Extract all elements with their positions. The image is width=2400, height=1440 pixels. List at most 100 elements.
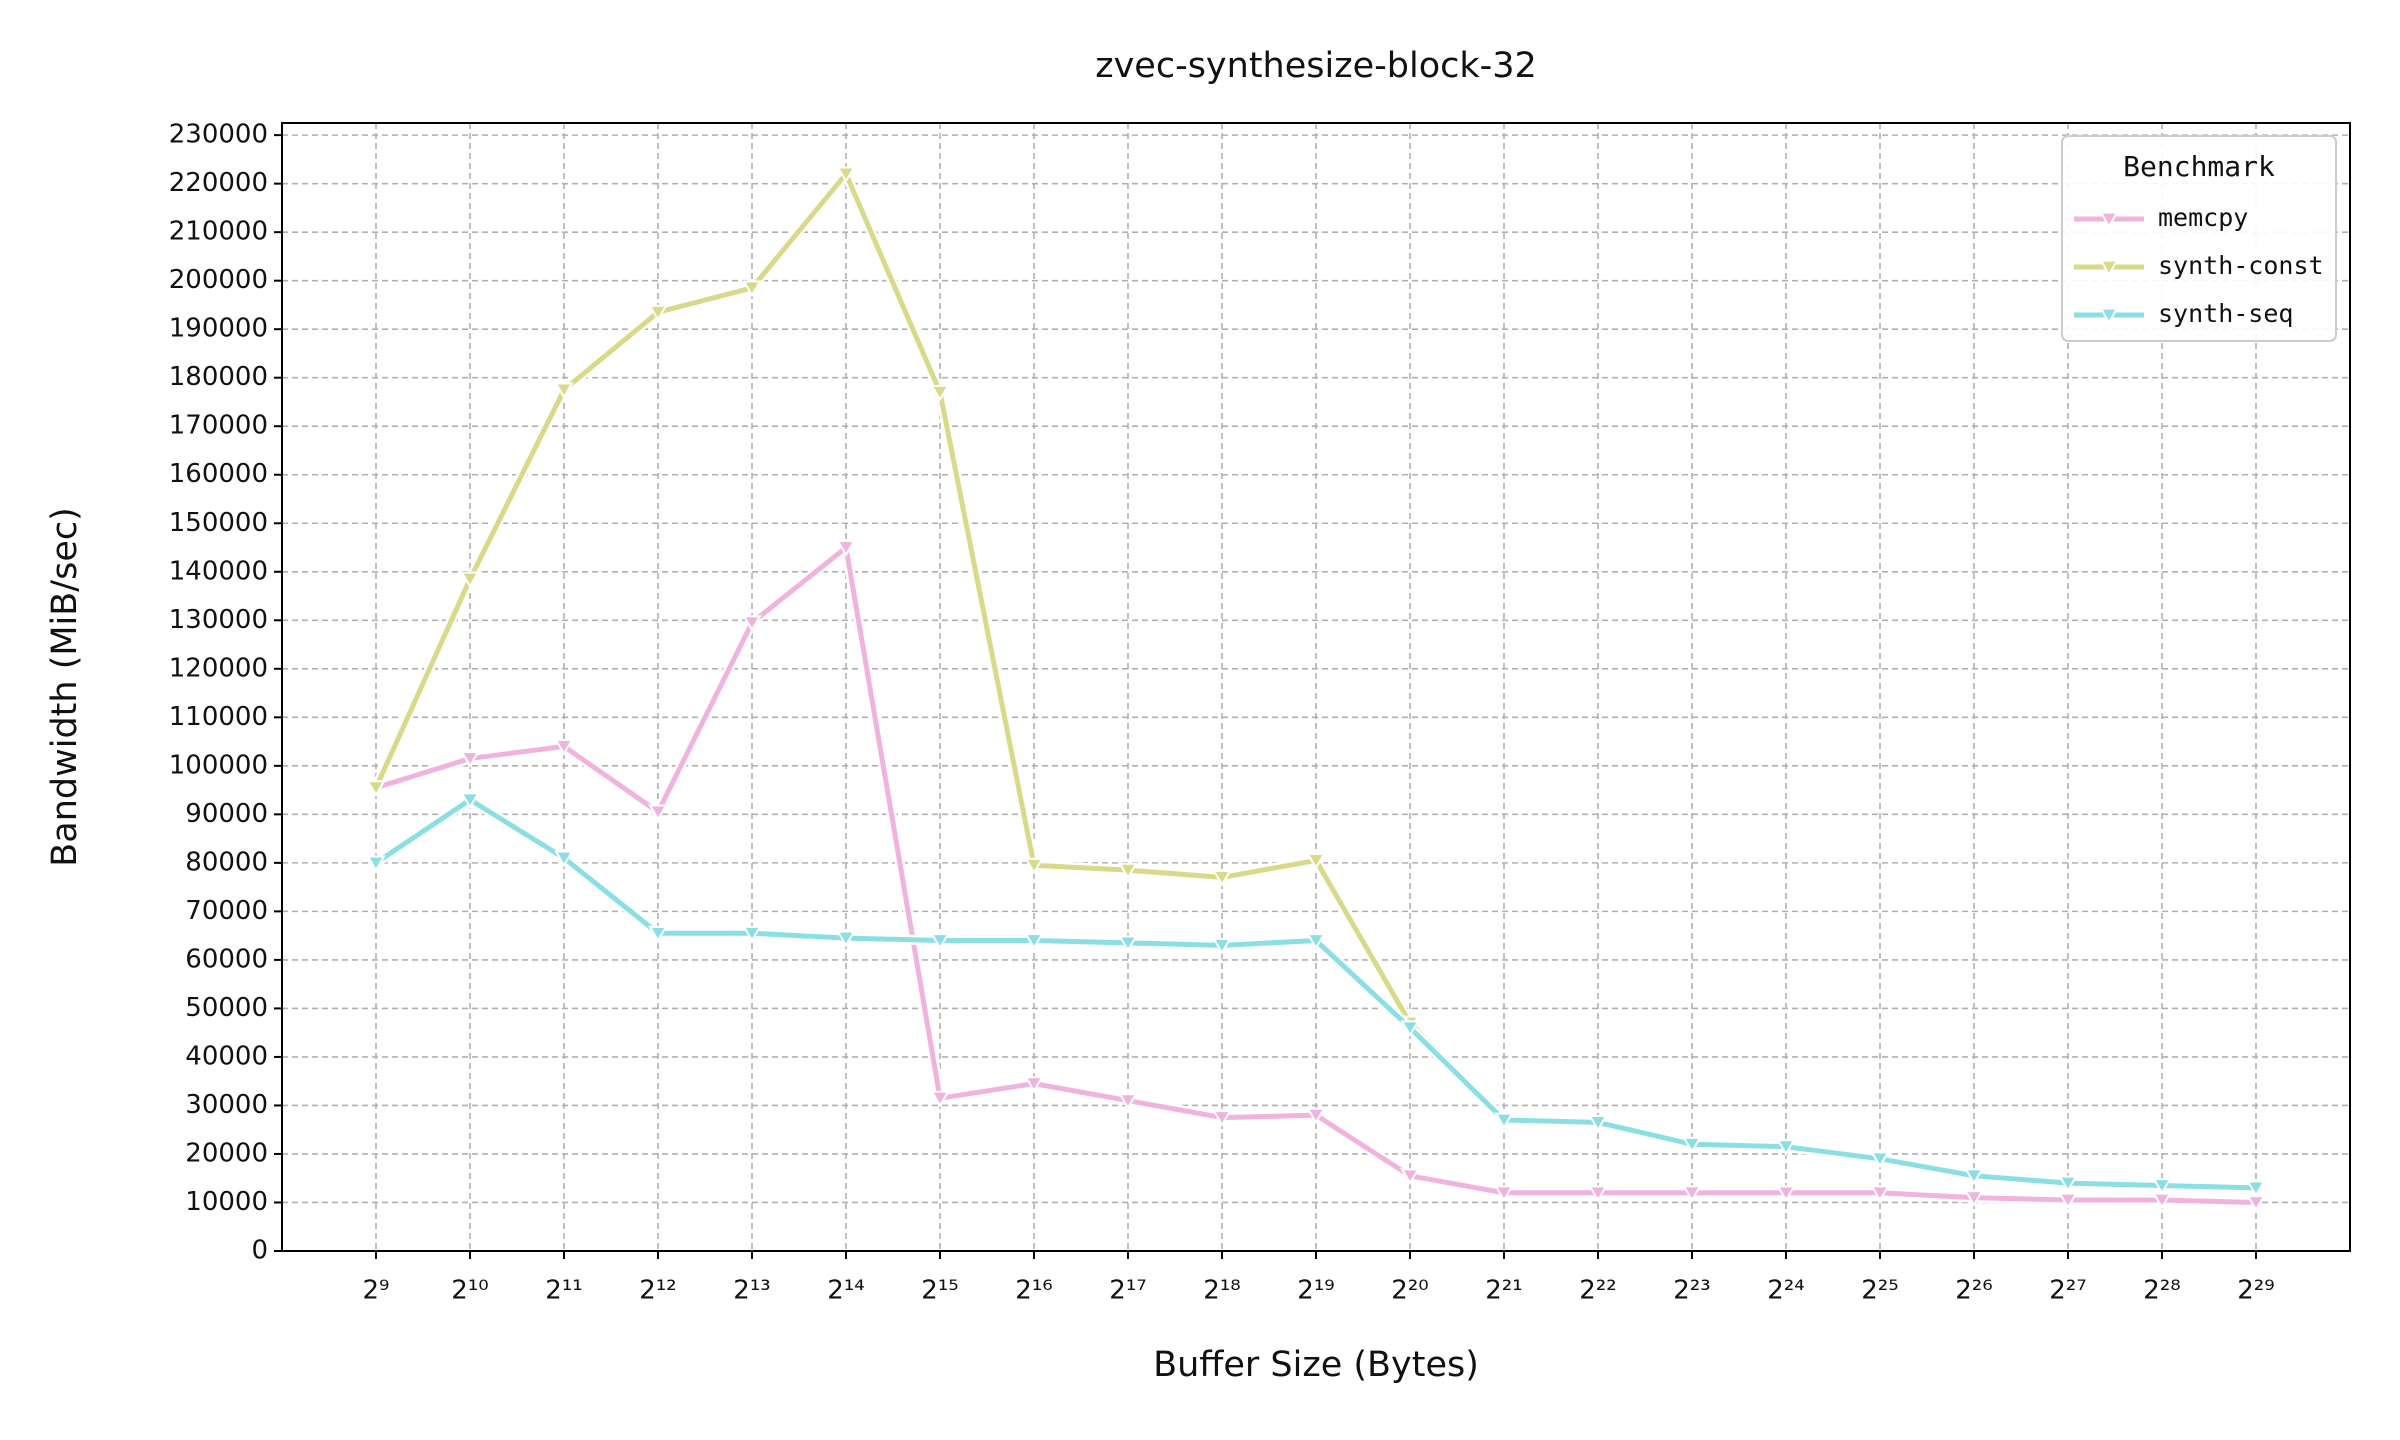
marker bbox=[1306, 933, 1326, 950]
legend-marker bbox=[2099, 211, 2119, 229]
marker bbox=[836, 166, 856, 184]
marker bbox=[930, 1090, 950, 1108]
x-tick-label: 2²⁹ bbox=[2237, 1276, 2274, 1306]
grid: 0 10000 20000 30000 40000 50000 60000 70000 8000… bbox=[169, 120, 2350, 1306]
marker bbox=[1682, 1136, 1702, 1154]
y-tick-label: 140000 bbox=[169, 556, 268, 586]
marker bbox=[742, 925, 762, 943]
marker bbox=[1588, 1185, 1608, 1202]
marker bbox=[1024, 857, 1044, 875]
marker bbox=[1118, 935, 1138, 953]
x-tick-label: 2²⁸ bbox=[2143, 1276, 2180, 1306]
plot-area bbox=[366, 166, 2266, 1212]
marker bbox=[2152, 1178, 2172, 1195]
x-tick-label: 2¹¹ bbox=[545, 1276, 582, 1306]
y-tick-label: 40000 bbox=[185, 1041, 268, 1071]
y-tick-label: 30000 bbox=[185, 1090, 268, 1120]
marker bbox=[2058, 1175, 2078, 1193]
y-tick-label: 10000 bbox=[185, 1187, 268, 1217]
x-tick-label: 2¹⁷ bbox=[1109, 1276, 1146, 1306]
x-tick-label: 2¹⁵ bbox=[921, 1276, 958, 1306]
legend-box bbox=[2061, 135, 2337, 342]
marker bbox=[1776, 1185, 1796, 1202]
y-axis-label: Bandwidth (MiB/sec) bbox=[45, 507, 85, 867]
legend-label: memcpy bbox=[2158, 203, 2248, 232]
marker bbox=[1024, 933, 1044, 950]
marker bbox=[1588, 1115, 1608, 1132]
marker bbox=[930, 384, 950, 402]
x-tick-label: 2²⁵ bbox=[1861, 1276, 1898, 1306]
marker bbox=[742, 615, 762, 632]
marker bbox=[1212, 870, 1232, 887]
y-tick-label: 220000 bbox=[169, 168, 268, 198]
legend-marker bbox=[2099, 307, 2119, 325]
x-tick-label: 2²³ bbox=[1673, 1276, 1710, 1306]
y-tick-label: 210000 bbox=[169, 217, 268, 247]
marker bbox=[1306, 1107, 1326, 1125]
legend-title: Benchmark bbox=[2123, 150, 2275, 183]
y-tick-label: 170000 bbox=[169, 411, 268, 441]
legend-label: synth-const bbox=[2158, 251, 2324, 280]
marker bbox=[1494, 1112, 1514, 1130]
y-tick-label: 120000 bbox=[169, 653, 268, 683]
marker bbox=[1118, 1093, 1138, 1110]
marker bbox=[1964, 1190, 1984, 1207]
marker bbox=[648, 304, 668, 322]
marker bbox=[1212, 937, 1232, 955]
y-tick-label: 0 bbox=[251, 1236, 268, 1266]
plot-frame bbox=[281, 122, 2351, 1252]
x-tick-label: 2¹³ bbox=[733, 1276, 770, 1306]
x-tick-label: 2¹⁰ bbox=[451, 1276, 488, 1306]
x-tick-label: 2¹⁹ bbox=[1297, 1276, 1334, 1306]
x-tick-label: 2²¹ bbox=[1485, 1276, 1522, 1306]
x-tick-label: 2²² bbox=[1579, 1276, 1616, 1306]
marker bbox=[648, 804, 668, 822]
y-tick-label: 190000 bbox=[169, 314, 268, 344]
marker bbox=[1776, 1139, 1796, 1156]
y-tick-label: 50000 bbox=[185, 993, 268, 1023]
marker bbox=[1870, 1185, 1890, 1202]
x-tick-label: 2¹⁴ bbox=[827, 1276, 864, 1306]
y-tick-label: 150000 bbox=[169, 508, 268, 538]
legend: Benchmark memcpy synth-const synth-seq bbox=[2061, 135, 2337, 342]
marker bbox=[1306, 853, 1326, 870]
marker bbox=[554, 739, 574, 756]
x-tick-label: 2²⁴ bbox=[1767, 1276, 1804, 1306]
marker bbox=[648, 925, 668, 943]
marker bbox=[366, 780, 386, 797]
x-tick-label: 2⁹ bbox=[363, 1276, 390, 1306]
y-tick-label: 100000 bbox=[169, 750, 268, 780]
y-tick-label: 20000 bbox=[185, 1138, 268, 1168]
marker bbox=[554, 850, 574, 868]
marker bbox=[2058, 1192, 2078, 1210]
y-tick-label: 60000 bbox=[185, 944, 268, 974]
marker bbox=[1400, 1168, 1420, 1185]
legend-marker bbox=[2099, 259, 2119, 277]
marker bbox=[1212, 1110, 1232, 1127]
y-tick-label: 110000 bbox=[169, 702, 268, 732]
marker bbox=[1870, 1151, 1890, 1168]
x-axis-label: Buffer Size (Bytes) bbox=[1153, 1345, 1479, 1385]
x-tick-label: 2²⁶ bbox=[1955, 1276, 1992, 1306]
y-tick-label: 90000 bbox=[185, 799, 268, 829]
y-tick-label: 200000 bbox=[169, 265, 268, 295]
marker bbox=[460, 792, 480, 809]
marker bbox=[1964, 1168, 1984, 1185]
y-tick-label: 130000 bbox=[169, 605, 268, 635]
marker bbox=[460, 751, 480, 768]
chart-title: zvec-synthesize-block-32 bbox=[1095, 46, 1537, 86]
x-tick-label: 2²⁰ bbox=[1391, 1276, 1428, 1306]
marker bbox=[836, 540, 856, 557]
marker bbox=[366, 855, 386, 873]
x-tick-label: 2¹⁸ bbox=[1203, 1276, 1240, 1306]
x-tick-label: 2¹² bbox=[639, 1276, 676, 1306]
marker bbox=[554, 382, 574, 400]
marker bbox=[1118, 862, 1138, 880]
marker bbox=[2246, 1180, 2266, 1198]
y-tick-label: 80000 bbox=[185, 847, 268, 877]
marker bbox=[1400, 1020, 1420, 1038]
marker bbox=[1024, 1076, 1044, 1093]
marker bbox=[930, 933, 950, 950]
x-tick-label: 2²⁷ bbox=[2049, 1276, 2086, 1306]
